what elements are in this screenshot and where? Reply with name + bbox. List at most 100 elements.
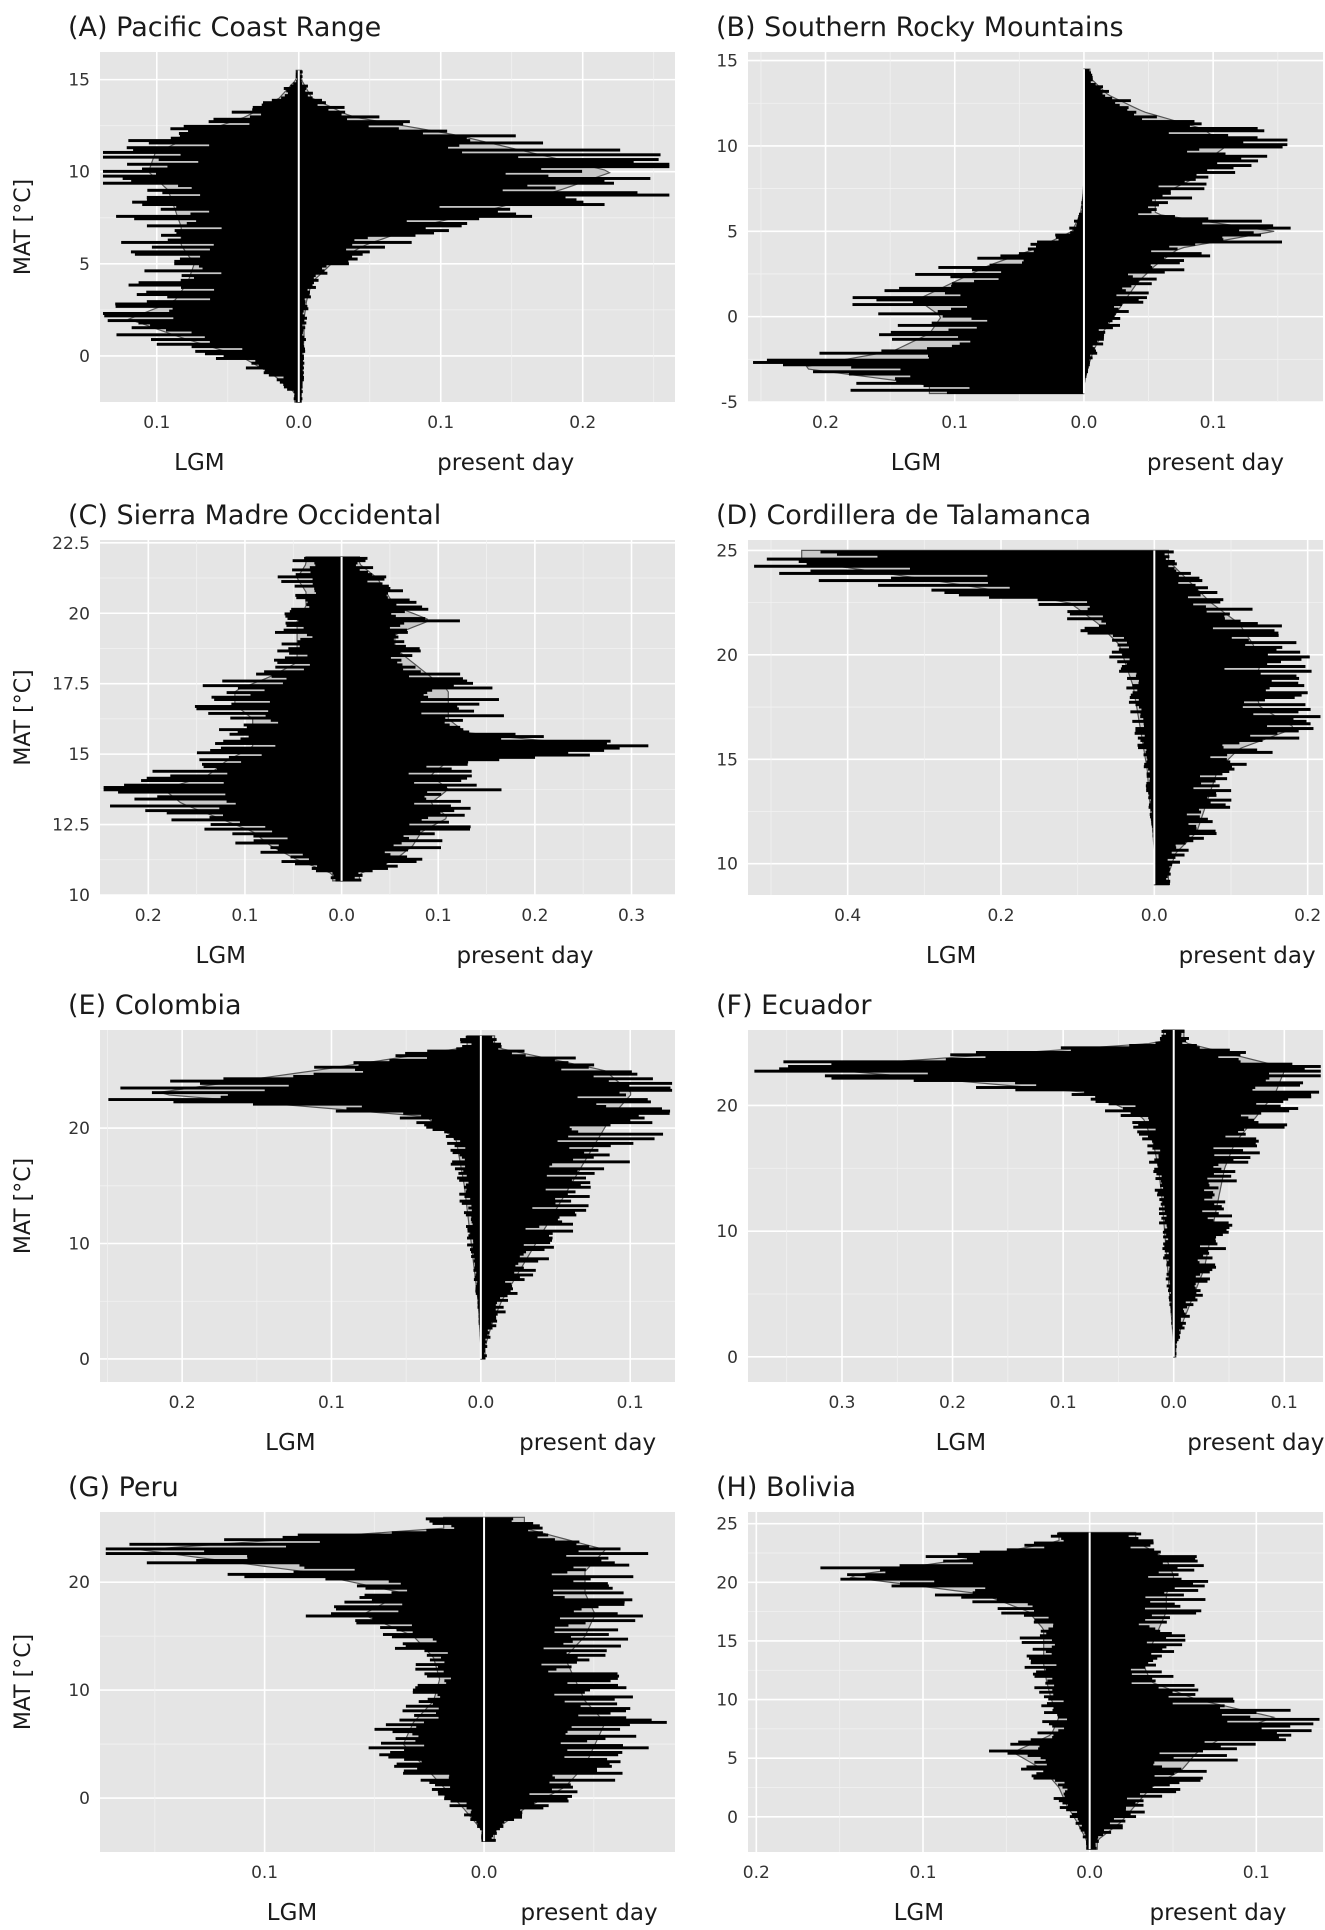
bar-lgm: [219, 728, 342, 732]
bar-present: [1173, 1312, 1186, 1316]
bar-lgm: [470, 1218, 481, 1222]
bar-present: [1089, 1828, 1105, 1832]
bar-present: [480, 1199, 572, 1203]
bar-present: [298, 148, 621, 152]
bar-lgm: [895, 377, 1084, 381]
bar-present: [341, 637, 394, 641]
bar-lgm: [309, 605, 342, 609]
bar-present: [1083, 240, 1283, 244]
bar-lgm: [1143, 741, 1155, 745]
bar-lgm: [270, 846, 342, 850]
bar-present: [1083, 210, 1152, 214]
bar-lgm: [473, 1241, 481, 1245]
bar-lgm: [1105, 1109, 1174, 1113]
bar-lgm: [170, 1079, 481, 1083]
bar-present: [298, 122, 404, 126]
bar-present: [1083, 289, 1126, 293]
bar-lgm: [346, 1107, 481, 1111]
bar-present: [1154, 707, 1311, 711]
bar-present: [341, 843, 394, 847]
bar-present: [1154, 602, 1194, 606]
bar-present: [341, 869, 373, 873]
bar-lgm: [473, 1278, 481, 1282]
bar-lgm: [463, 1185, 481, 1189]
bar-present: [1089, 1550, 1161, 1554]
bar-lgm: [355, 1619, 485, 1623]
bar-present: [480, 1176, 586, 1180]
bar-present: [1089, 1645, 1167, 1649]
bar-lgm: [450, 1799, 485, 1803]
bar-lgm: [1059, 1806, 1090, 1809]
bar-present: [484, 1577, 591, 1581]
bar-present: [1154, 700, 1245, 704]
bar-lgm: [424, 1123, 481, 1127]
bar-present: [1173, 1230, 1229, 1234]
bar-lgm: [307, 600, 342, 604]
bar-present: [1083, 124, 1190, 128]
bar-lgm: [465, 1190, 481, 1194]
bar-present: [1089, 1833, 1104, 1837]
bar-present: [1083, 356, 1093, 360]
y-tick-label: 10: [68, 163, 90, 183]
bar-lgm: [1087, 600, 1155, 604]
bar-lgm: [319, 1540, 485, 1544]
bar-lgm: [958, 593, 1155, 597]
bar-lgm: [478, 1321, 481, 1325]
bar-lgm: [191, 330, 299, 334]
bar-present: [341, 728, 464, 732]
y-axis-label: MAT [°C]: [11, 1158, 36, 1254]
bar-lgm: [394, 1646, 485, 1650]
bar-present: [484, 1653, 606, 1657]
bar-lgm: [1048, 1627, 1090, 1631]
bar-present: [1154, 645, 1283, 649]
bar-lgm: [210, 748, 342, 752]
bar-present: [480, 1109, 671, 1113]
bar-present: [1173, 1062, 1293, 1066]
bar-lgm: [176, 205, 299, 209]
bar-lgm: [462, 1045, 481, 1048]
bar-present: [1173, 1069, 1321, 1073]
bar-present: [341, 649, 421, 653]
bar-lgm: [1048, 1697, 1090, 1701]
bar-lgm: [1023, 1613, 1090, 1617]
bar-lgm: [934, 1580, 1090, 1583]
bar-present: [298, 222, 468, 225]
bar-lgm: [1150, 815, 1155, 819]
bar-present: [480, 1158, 574, 1162]
bar-lgm: [1126, 662, 1155, 666]
bar-present: [341, 658, 402, 662]
bar-present: [1173, 1114, 1241, 1117]
bar-lgm: [467, 1236, 481, 1240]
bar-present: [1083, 326, 1113, 330]
bar-lgm: [296, 79, 299, 83]
bar-lgm: [194, 705, 342, 708]
bar-present: [1083, 161, 1218, 165]
bar-present: [480, 1121, 653, 1125]
bar-present: [341, 677, 463, 681]
bar-present: [1154, 822, 1189, 826]
bar-lgm: [909, 567, 1155, 571]
bar-present: [341, 739, 611, 743]
bar-present: [480, 1275, 520, 1279]
bar-lgm: [270, 718, 342, 722]
bar-present: [484, 1792, 530, 1796]
bar-present: [484, 1813, 523, 1817]
bar-present: [480, 1160, 630, 1164]
bar-present: [341, 758, 500, 762]
bar-present: [1173, 1051, 1246, 1054]
bar-lgm: [1156, 1172, 1174, 1176]
bar-present: [480, 1035, 493, 1039]
bar-present: [484, 1572, 552, 1576]
x-axis-label-present: present day: [437, 450, 574, 476]
bar-present: [1154, 875, 1168, 878]
bar-present: [484, 1718, 652, 1722]
bar-present: [480, 1151, 585, 1155]
bar-present: [298, 184, 528, 188]
bar-lgm: [950, 275, 1084, 279]
y-tick-label: 15: [68, 71, 90, 91]
bar-present: [1089, 1806, 1127, 1809]
bar-lgm: [925, 1555, 1090, 1558]
bar-present: [1089, 1810, 1145, 1814]
